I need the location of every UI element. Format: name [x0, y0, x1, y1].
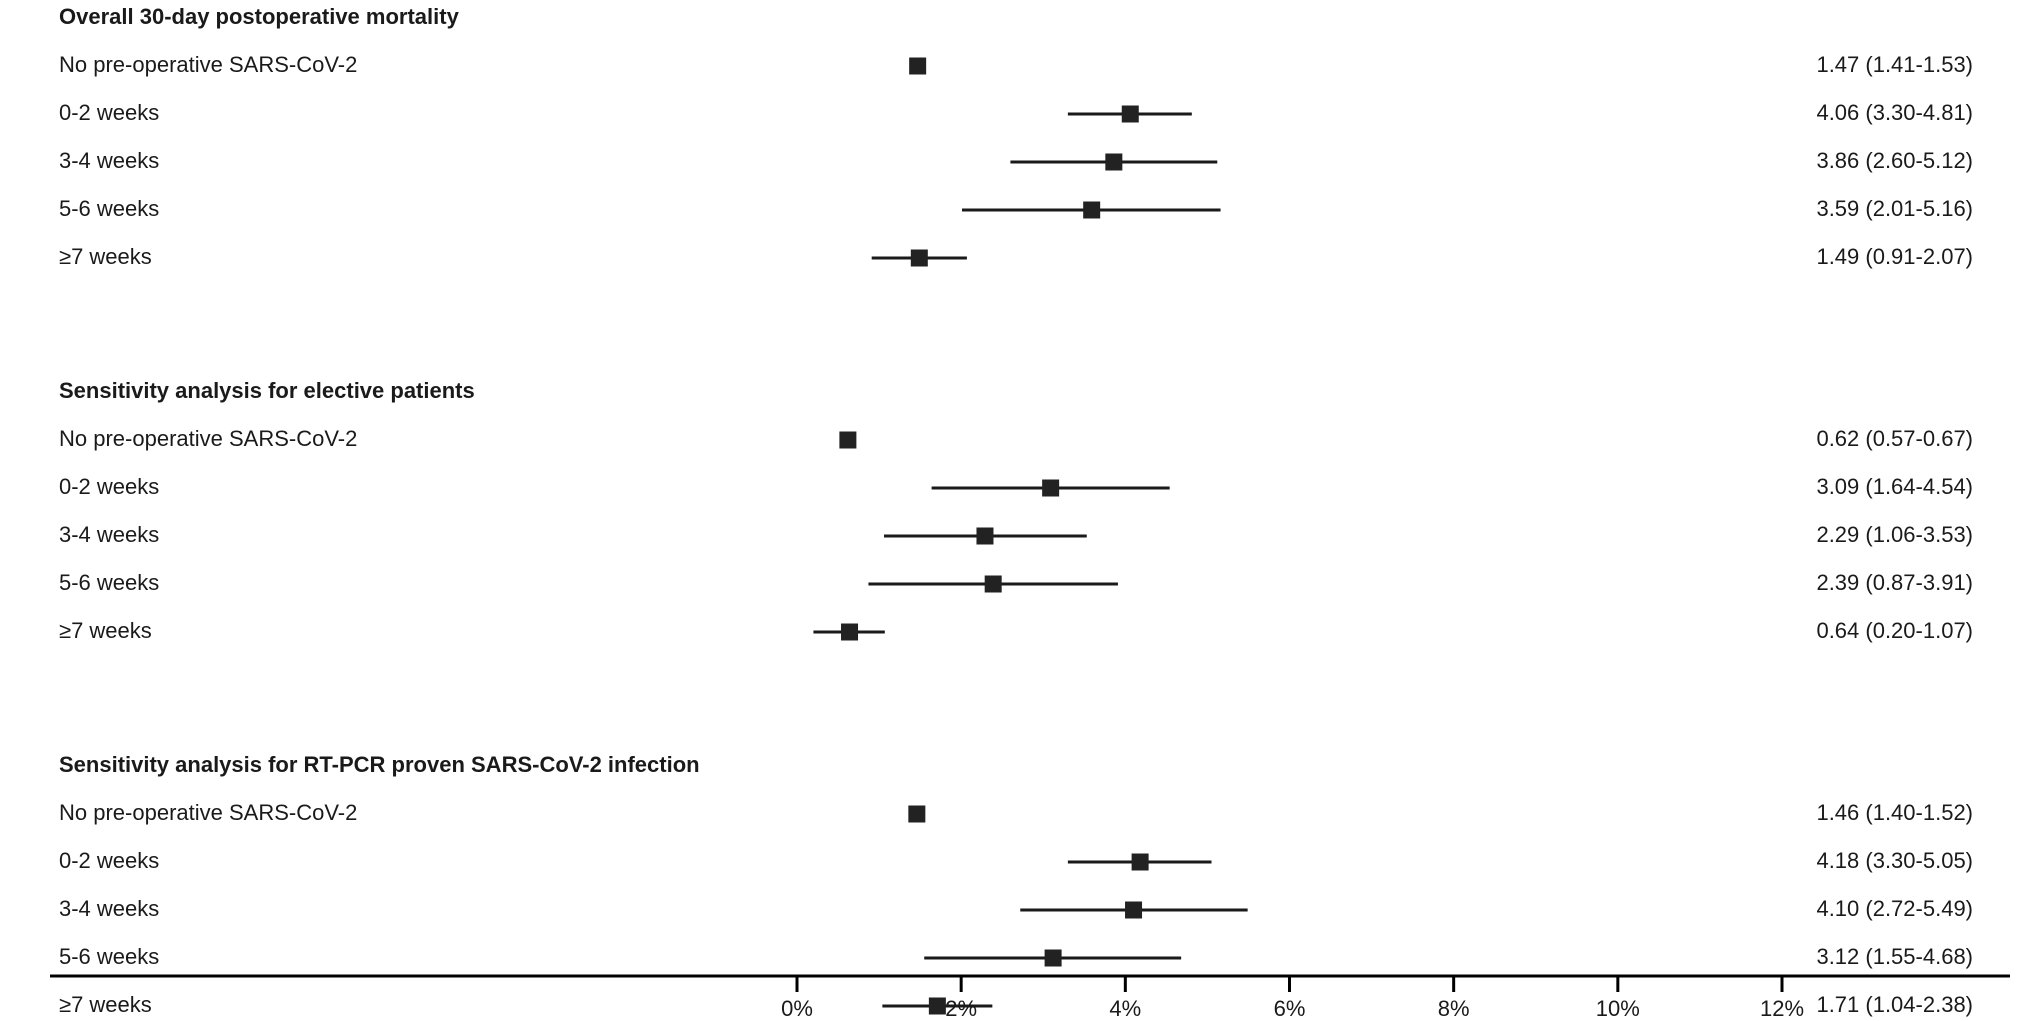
row-value: 3.59 (2.01-5.16): [1816, 196, 1973, 221]
row-label: 0-2 weeks: [59, 100, 159, 125]
row-value: 3.09 (1.64-4.54): [1816, 474, 1973, 499]
row-label: ≥7 weeks: [59, 992, 152, 1017]
row-value: 4.10 (2.72-5.49): [1816, 896, 1973, 921]
row-value: 2.29 (1.06-3.53): [1816, 522, 1973, 547]
row-value: 2.39 (0.87-3.91): [1816, 570, 1973, 595]
point-estimate: [909, 57, 927, 75]
forest-row: 0-2 weeks 3.09 (1.64-4.54): [59, 474, 1973, 499]
group-1: Overall 30-day postoperative mortality No…: [59, 4, 1973, 269]
x-tick-label: 0%: [781, 996, 813, 1021]
row-label: 3-4 weeks: [59, 148, 159, 173]
row-value: 1.49 (0.91-2.07): [1816, 244, 1973, 269]
row-label: No pre-operative SARS-CoV-2: [59, 800, 357, 825]
forest-row: 5-6 weeks 3.12 (1.55-4.68): [59, 944, 1973, 969]
forest-row: No pre-operative SARS-CoV-2 0.62 (0.57-0.…: [59, 426, 1973, 451]
point-estimate: [1044, 949, 1062, 967]
point-estimate: [928, 997, 946, 1015]
row-label: 5-6 weeks: [59, 196, 159, 221]
group-3: Sensitivity analysis for RT-PCR proven S…: [59, 752, 1973, 1017]
forest-row: 0-2 weeks 4.06 (3.30-4.81): [59, 100, 1973, 125]
group-title: Sensitivity analysis for RT-PCR proven S…: [59, 752, 700, 777]
point-estimate: [1042, 479, 1060, 497]
point-estimate: [839, 431, 857, 449]
point-estimate: [841, 623, 859, 641]
forest-rows: Overall 30-day postoperative mortality No…: [59, 4, 1973, 1017]
forest-row: No pre-operative SARS-CoV-2 1.47 (1.41-1.…: [59, 52, 1973, 77]
forest-row: No pre-operative SARS-CoV-2 1.46 (1.40-1.…: [59, 800, 1973, 825]
x-tick-label: 12%: [1760, 996, 1804, 1021]
point-estimate: [1131, 853, 1149, 871]
forest-row: ≥7 weeks 1.49 (0.91-2.07): [59, 244, 1973, 269]
row-value: 1.47 (1.41-1.53): [1816, 52, 1973, 77]
row-label: 5-6 weeks: [59, 944, 159, 969]
row-label: 3-4 weeks: [59, 522, 159, 547]
group-title: Sensitivity analysis for elective patien…: [59, 378, 475, 403]
forest-row: ≥7 weeks 1.71 (1.04-2.38): [59, 992, 1973, 1017]
point-estimate: [910, 249, 928, 267]
forest-row: 5-6 weeks 2.39 (0.87-3.91): [59, 570, 1973, 595]
row-label: 0-2 weeks: [59, 848, 159, 873]
forest-row: 3-4 weeks 4.10 (2.72-5.49): [59, 896, 1973, 921]
row-label: ≥7 weeks: [59, 244, 152, 269]
row-value: 0.62 (0.57-0.67): [1816, 426, 1973, 451]
point-estimate: [976, 527, 994, 545]
point-estimate: [908, 805, 926, 823]
x-tick-label: 4%: [1109, 996, 1141, 1021]
row-value: 1.71 (1.04-2.38): [1816, 992, 1973, 1017]
group-2: Sensitivity analysis for elective patien…: [59, 378, 1973, 643]
row-label: 3-4 weeks: [59, 896, 159, 921]
forest-row: 3-4 weeks 2.29 (1.06-3.53): [59, 522, 1973, 547]
row-value: 1.46 (1.40-1.52): [1816, 800, 1973, 825]
point-estimate: [984, 575, 1002, 593]
row-label: ≥7 weeks: [59, 618, 152, 643]
group-title: Overall 30-day postoperative mortality: [59, 4, 460, 29]
point-estimate: [1125, 901, 1143, 919]
row-label: No pre-operative SARS-CoV-2: [59, 52, 357, 77]
row-label: 5-6 weeks: [59, 570, 159, 595]
forest-row: 0-2 weeks 4.18 (3.30-5.05): [59, 848, 1973, 873]
x-tick-label: 10%: [1596, 996, 1640, 1021]
forest-row: ≥7 weeks 0.64 (0.20-1.07): [59, 618, 1973, 643]
point-estimate: [1083, 201, 1101, 219]
row-value: 4.18 (3.30-5.05): [1816, 848, 1973, 873]
point-estimate: [1105, 153, 1123, 171]
x-tick-label: 8%: [1438, 996, 1470, 1021]
x-tick-label: 6%: [1274, 996, 1306, 1021]
row-value: 3.86 (2.60-5.12): [1816, 148, 1973, 173]
forest-row: 5-6 weeks 3.59 (2.01-5.16): [59, 196, 1973, 221]
point-estimate: [1121, 105, 1139, 123]
x-tick-label: 2%: [945, 996, 977, 1021]
x-axis: 0% 2% 4% 6% 8% 10% 12%: [50, 974, 2010, 1021]
row-value: 0.64 (0.20-1.07): [1816, 618, 1973, 643]
forest-row: 3-4 weeks 3.86 (2.60-5.12): [59, 148, 1973, 173]
row-value: 3.12 (1.55-4.68): [1816, 944, 1973, 969]
row-label: No pre-operative SARS-CoV-2: [59, 426, 357, 451]
row-value: 4.06 (3.30-4.81): [1816, 100, 1973, 125]
row-label: 0-2 weeks: [59, 474, 159, 499]
